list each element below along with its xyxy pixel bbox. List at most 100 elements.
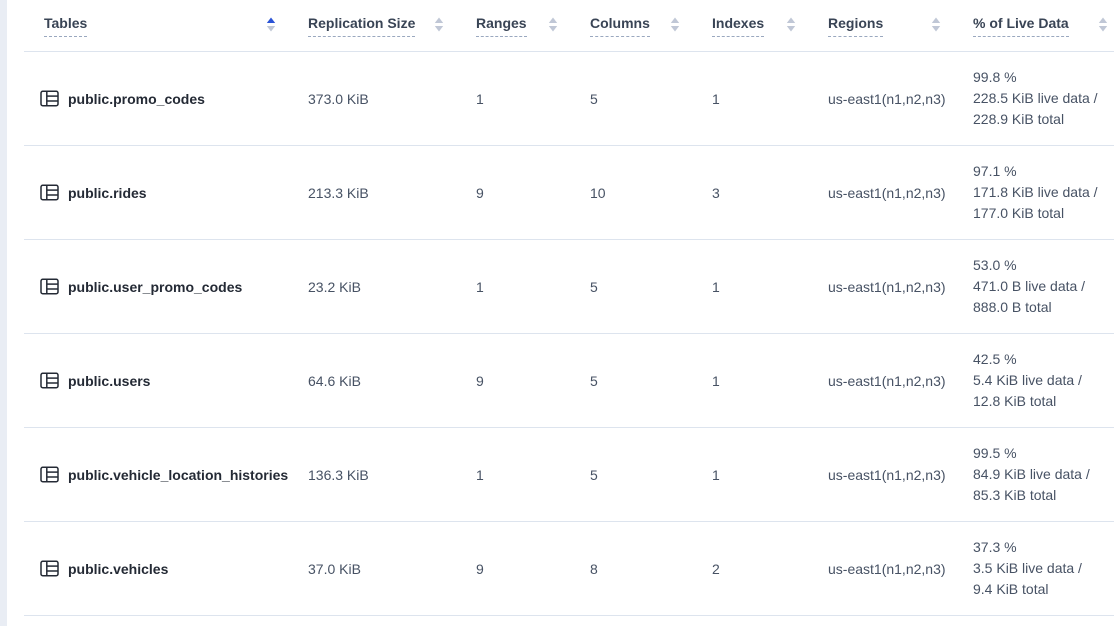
table-name-link[interactable]: public.users (68, 372, 151, 389)
live-data-percent: 99.8 % (973, 69, 1017, 85)
column-header-columns[interactable]: Columns (590, 0, 712, 51)
live-data-detail-line1: 84.9 KiB live data / (973, 466, 1090, 482)
live-data-detail-line2: 9.4 KiB total (973, 581, 1049, 597)
live-data-percent: 42.5 % (973, 351, 1017, 367)
column-header-label[interactable]: Ranges (476, 14, 527, 37)
column-header-label[interactable]: Tables (44, 14, 88, 37)
indexes-cell: 1 (712, 278, 720, 295)
columns-cell: 5 (590, 90, 598, 107)
replication-size-cell: 37.0 KiB (308, 560, 361, 577)
ranges-cell: 9 (476, 372, 484, 389)
database-tables-table: Tables Replication Size Ranges Columns I… (24, 0, 1114, 616)
table-name-cell: public.user_promo_codes (24, 278, 308, 295)
table-row: public.rides 213.3 KiB 9 10 3 us-east1(n… (24, 146, 1114, 240)
tables-list-panel: Tables Replication Size Ranges Columns I… (7, 0, 1114, 626)
table-header-row: Tables Replication Size Ranges Columns I… (24, 0, 1114, 52)
table-name-cell: public.rides (24, 184, 308, 201)
column-header-label[interactable]: Regions (828, 14, 884, 37)
indexes-cell: 1 (712, 372, 720, 389)
column-header-live-data[interactable]: % of Live Data (973, 0, 1114, 51)
table-body: public.promo_codes 373.0 KiB 1 5 1 us-ea… (24, 52, 1114, 616)
live-data-cell: 99.5 % 84.9 KiB live data / 85.3 KiB tot… (973, 443, 1114, 506)
table-row: public.user_promo_codes 23.2 KiB 1 5 1 u… (24, 240, 1114, 334)
table-icon (40, 466, 59, 483)
live-data-percent: 53.0 % (973, 257, 1017, 273)
column-header-replication-size[interactable]: Replication Size (308, 0, 476, 51)
table-icon (40, 560, 59, 577)
column-header-label[interactable]: Indexes (712, 14, 765, 37)
ranges-cell: 1 (476, 278, 484, 295)
regions-cell: us-east1(n1,n2,n3) (828, 184, 946, 201)
columns-cell: 10 (590, 184, 606, 201)
table-name-link[interactable]: public.vehicles (68, 560, 169, 577)
table-icon (40, 372, 59, 389)
live-data-detail-line2: 85.3 KiB total (973, 487, 1057, 503)
live-data-detail-line1: 171.8 KiB live data / (973, 184, 1098, 200)
sort-arrows-icon[interactable] (434, 16, 444, 33)
sort-arrows-icon[interactable] (786, 16, 796, 33)
live-data-cell: 97.1 % 171.8 KiB live data / 177.0 KiB t… (973, 161, 1114, 224)
indexes-cell: 3 (712, 184, 720, 201)
table-icon (40, 278, 59, 295)
column-header-indexes[interactable]: Indexes (712, 0, 828, 51)
live-data-cell: 99.8 % 228.5 KiB live data / 228.9 KiB t… (973, 67, 1114, 130)
live-data-detail-line2: 12.8 KiB total (973, 393, 1057, 409)
sort-arrows-icon[interactable] (670, 16, 680, 33)
column-header-ranges[interactable]: Ranges (476, 0, 590, 51)
table-row: public.promo_codes 373.0 KiB 1 5 1 us-ea… (24, 52, 1114, 146)
table-row: public.vehicles 37.0 KiB 9 8 2 us-east1(… (24, 522, 1114, 616)
live-data-cell: 53.0 % 471.0 B live data / 888.0 B total (973, 255, 1114, 318)
table-row: public.vehicle_location_histories 136.3 … (24, 428, 1114, 522)
columns-cell: 5 (590, 372, 598, 389)
ranges-cell: 1 (476, 90, 484, 107)
ranges-cell: 9 (476, 560, 484, 577)
column-header-regions[interactable]: Regions (828, 0, 973, 51)
table-name-cell: public.vehicle_location_histories (24, 466, 308, 483)
column-header-label[interactable]: % of Live Data (973, 14, 1069, 37)
live-data-detail-line2: 228.9 KiB total (973, 111, 1065, 127)
sort-arrows-icon[interactable] (548, 16, 558, 33)
live-data-percent: 37.3 % (973, 539, 1017, 555)
table-name-cell: public.users (24, 372, 308, 389)
indexes-cell: 1 (712, 90, 720, 107)
column-header-tables[interactable]: Tables (24, 0, 308, 51)
column-header-label[interactable]: Replication Size (308, 14, 416, 37)
indexes-cell: 1 (712, 466, 720, 483)
sort-arrows-icon[interactable] (931, 16, 941, 33)
sort-arrows-icon[interactable] (1098, 16, 1108, 33)
regions-cell: us-east1(n1,n2,n3) (828, 466, 946, 483)
table-name-link[interactable]: public.promo_codes (68, 90, 205, 107)
live-data-detail-line1: 471.0 B live data / (973, 278, 1086, 294)
live-data-detail-line2: 888.0 B total (973, 299, 1052, 315)
table-name-cell: public.vehicles (24, 560, 308, 577)
live-data-detail-line1: 5.4 KiB live data / (973, 372, 1082, 388)
table-icon (40, 90, 59, 107)
live-data-percent: 97.1 % (973, 163, 1017, 179)
columns-cell: 8 (590, 560, 598, 577)
replication-size-cell: 23.2 KiB (308, 278, 361, 295)
table-name-cell: public.promo_codes (24, 90, 308, 107)
live-data-detail-line1: 3.5 KiB live data / (973, 560, 1082, 576)
replication-size-cell: 213.3 KiB (308, 184, 369, 201)
ranges-cell: 9 (476, 184, 484, 201)
regions-cell: us-east1(n1,n2,n3) (828, 372, 946, 389)
live-data-detail-line2: 177.0 KiB total (973, 205, 1065, 221)
replication-size-cell: 64.6 KiB (308, 372, 361, 389)
indexes-cell: 2 (712, 560, 720, 577)
column-header-label[interactable]: Columns (590, 14, 650, 37)
columns-cell: 5 (590, 278, 598, 295)
table-name-link[interactable]: public.user_promo_codes (68, 278, 243, 295)
live-data-percent: 99.5 % (973, 445, 1017, 461)
live-data-cell: 42.5 % 5.4 KiB live data / 12.8 KiB tota… (973, 349, 1114, 412)
table-icon (40, 184, 59, 201)
regions-cell: us-east1(n1,n2,n3) (828, 90, 946, 107)
columns-cell: 5 (590, 466, 598, 483)
live-data-cell: 37.3 % 3.5 KiB live data / 9.4 KiB total (973, 537, 1114, 600)
live-data-detail-line1: 228.5 KiB live data / (973, 90, 1098, 106)
ranges-cell: 1 (476, 466, 484, 483)
table-name-link[interactable]: public.rides (68, 184, 147, 201)
regions-cell: us-east1(n1,n2,n3) (828, 278, 946, 295)
table-name-link[interactable]: public.vehicle_location_histories (68, 466, 289, 483)
sort-arrows-icon[interactable] (266, 16, 276, 33)
regions-cell: us-east1(n1,n2,n3) (828, 560, 946, 577)
